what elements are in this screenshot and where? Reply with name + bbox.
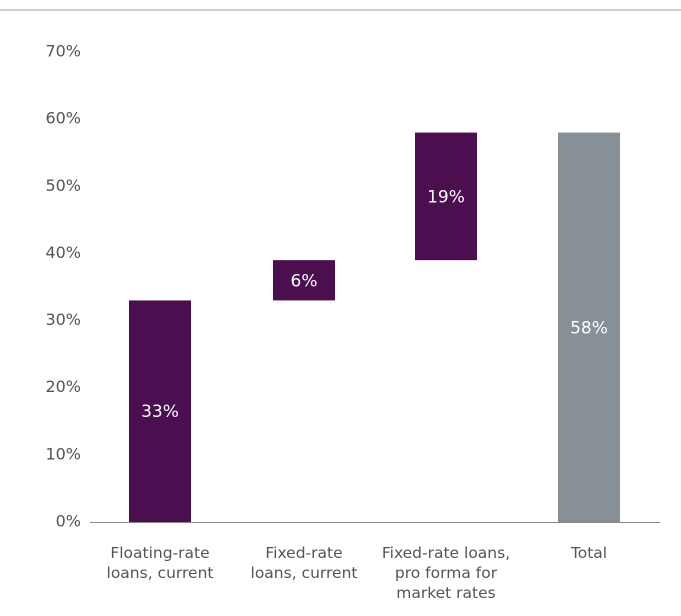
bar xyxy=(415,132,477,261)
y-tick-label: 50% xyxy=(45,176,81,195)
x-tick-label: Total xyxy=(570,544,608,562)
y-tick-label: 60% xyxy=(45,109,81,128)
value-label: 58% xyxy=(570,318,608,338)
x-tick-label: Floating-rate loans, current xyxy=(106,544,214,582)
x-tick-label: Fixed-rate loans, pro forma for market r… xyxy=(381,544,511,602)
value-label: 19% xyxy=(427,187,465,207)
y-tick-label: 40% xyxy=(45,243,81,262)
bar xyxy=(558,132,620,523)
y-tick-label: 0% xyxy=(56,512,81,531)
value-label: 6% xyxy=(291,271,318,291)
y-tick-label: 70% xyxy=(45,42,81,61)
bar xyxy=(129,300,191,522)
bar xyxy=(273,260,335,301)
y-tick-label: 20% xyxy=(45,377,81,396)
x-tick-label: Fixed-rate loans, current xyxy=(250,544,358,582)
y-tick-label: 30% xyxy=(45,310,81,329)
y-tick-label: 10% xyxy=(45,444,81,463)
value-label: 33% xyxy=(141,402,179,422)
